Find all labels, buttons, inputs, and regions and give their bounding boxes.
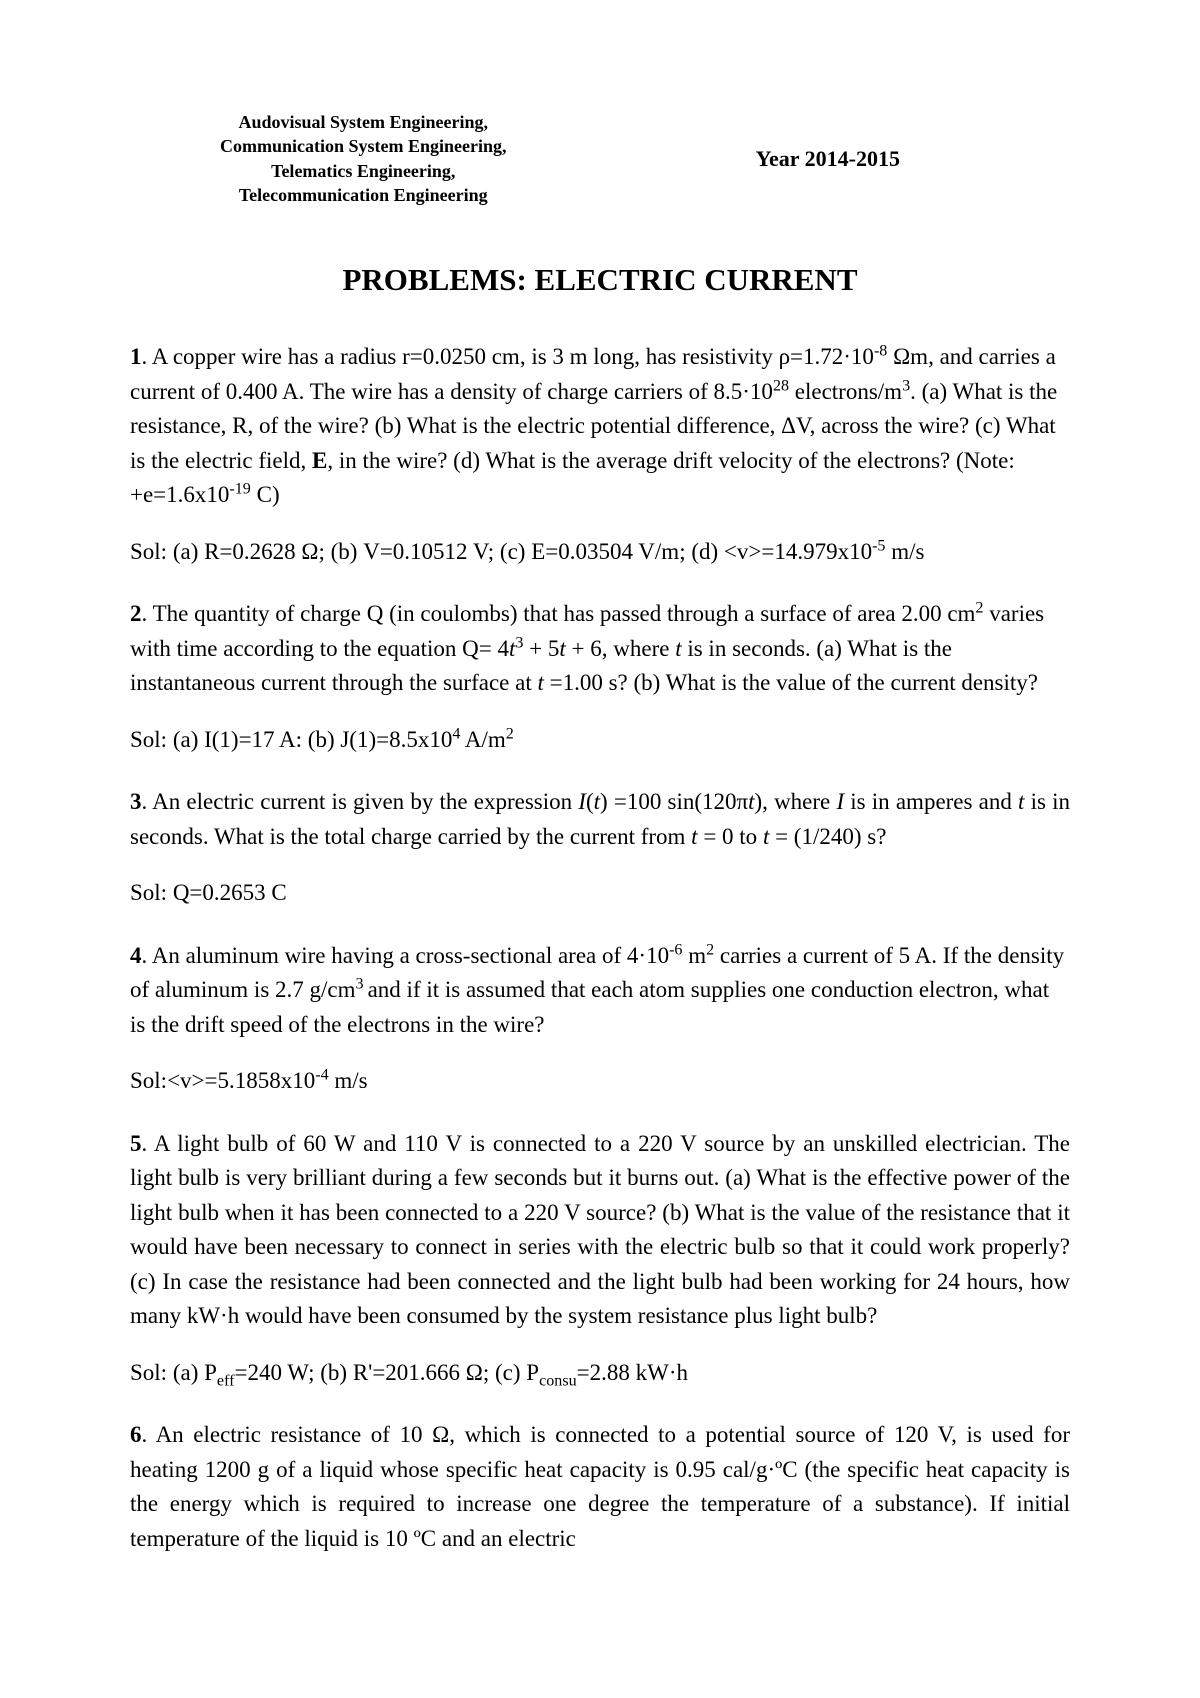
- solution-3: Sol: Q=0.2653 C: [130, 876, 1070, 911]
- problem-number: 3: [130, 789, 142, 814]
- header-line-2: Communication System Engineering,: [220, 134, 507, 158]
- header-programs: Audovisual System Engineering, Communica…: [220, 110, 507, 207]
- problem-4: 4. An aluminum wire having a cross-secti…: [130, 939, 1070, 1043]
- problem-number: 6: [130, 1422, 142, 1447]
- page-title: PROBLEMS: ELECTRIC CURRENT: [130, 262, 1070, 298]
- solution-1: Sol: (a) R=0.2628 Ω; (b) V=0.10512 V; (c…: [130, 535, 1070, 570]
- problem-2: 2. The quantity of charge Q (in coulombs…: [130, 597, 1070, 701]
- problem-number: 1: [130, 344, 142, 369]
- problem-number: 5: [130, 1131, 142, 1156]
- problem-1: 1. A copper wire has a radius r=0.0250 c…: [130, 340, 1070, 513]
- header: Audovisual System Engineering, Communica…: [130, 110, 1070, 207]
- document-page: Audovisual System Engineering, Communica…: [0, 0, 1200, 1678]
- header-line-1: Audovisual System Engineering,: [220, 110, 507, 134]
- header-line-4: Telecommunication Engineering: [220, 183, 507, 207]
- problem-3: 3. An electric current is given by the e…: [130, 785, 1070, 854]
- solution-5: Sol: (a) Peff=240 W; (b) R'=201.666 Ω; (…: [130, 1356, 1070, 1391]
- solution-2: Sol: (a) I(1)=17 A: (b) J(1)=8.5x104 A/m…: [130, 723, 1070, 758]
- problem-number: 4: [130, 943, 142, 968]
- problem-5: 5. A light bulb of 60 W and 110 V is con…: [130, 1127, 1070, 1334]
- header-year: Year 2014-2015: [756, 146, 900, 172]
- problem-number: 2: [130, 601, 142, 626]
- header-line-3: Telematics Engineering,: [220, 159, 507, 183]
- problem-6: 6. An electric resistance of 10 Ω, which…: [130, 1418, 1070, 1556]
- solution-4: Sol:<v>=5.1858x10-4 m/s: [130, 1064, 1070, 1099]
